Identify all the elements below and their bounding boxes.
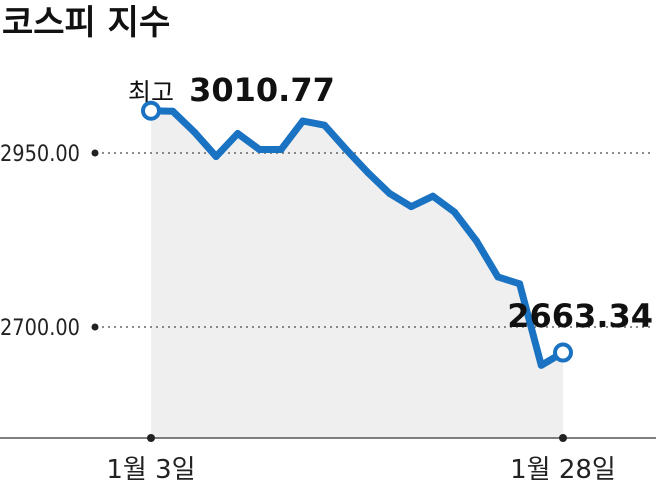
data-point-8 bbox=[321, 121, 328, 129]
series-line bbox=[147, 107, 567, 369]
x-tick-label-1: 1월 28일 bbox=[510, 455, 616, 485]
data-point-1 bbox=[169, 107, 177, 115]
x-tick-label-0: 1월 3일 bbox=[106, 455, 195, 485]
y-tick-label-1: 2700.00 bbox=[0, 316, 80, 341]
data-point-9 bbox=[342, 146, 350, 153]
y-tick-dot-0 bbox=[91, 149, 99, 157]
data-point-10 bbox=[364, 169, 372, 176]
last-annotation: 2663.34 bbox=[507, 297, 653, 335]
x-axis: 1월 3일 1월 28일 bbox=[106, 434, 616, 485]
data-point-13 bbox=[429, 192, 437, 200]
data-point-4 bbox=[234, 130, 242, 137]
y-tick-label-0: 2950.00 bbox=[0, 142, 80, 167]
x-tick-0 bbox=[147, 434, 155, 442]
max-annotation: 최고 3010.77 bbox=[128, 71, 335, 109]
y-tick-dot-1 bbox=[91, 323, 99, 331]
grid bbox=[96, 152, 652, 328]
data-point-5 bbox=[255, 146, 263, 153]
data-point-15 bbox=[472, 237, 480, 245]
series-area bbox=[151, 110, 563, 438]
data-point-18 bbox=[537, 361, 545, 369]
data-point-12 bbox=[407, 203, 415, 211]
data-point-2 bbox=[190, 128, 198, 136]
data-point-3 bbox=[212, 153, 220, 160]
y-axis: 2950.00 2700.00 bbox=[0, 142, 99, 341]
data-point-14 bbox=[451, 208, 459, 216]
data-point-6 bbox=[277, 146, 285, 153]
max-marker bbox=[141, 100, 161, 121]
chart-title: 코스피 지수 bbox=[2, 3, 170, 43]
max-annotation-value: 3010.77 bbox=[189, 71, 335, 109]
x-tick-1 bbox=[559, 434, 567, 442]
data-point-11 bbox=[386, 189, 393, 197]
data-point-16 bbox=[494, 273, 502, 281]
last-marker bbox=[553, 342, 573, 363]
data-point-7 bbox=[299, 117, 307, 125]
data-point-17 bbox=[516, 280, 524, 288]
